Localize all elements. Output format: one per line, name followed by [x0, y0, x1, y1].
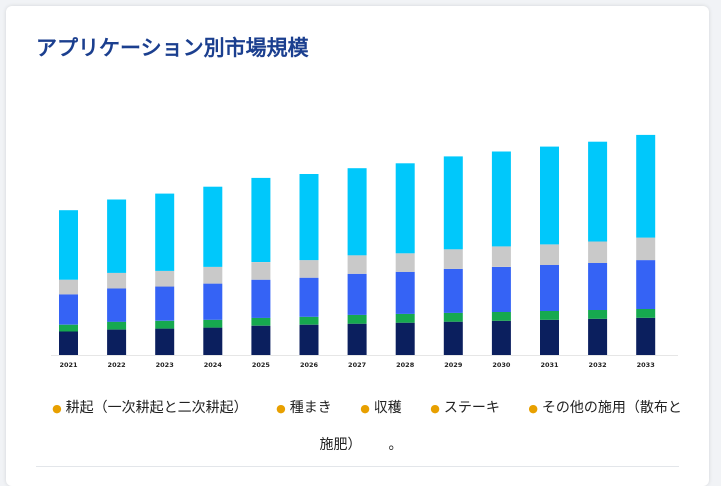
x-tick-label: 2031	[540, 361, 559, 369]
bar-segment-2027-s3	[347, 255, 367, 274]
legend-item-staking: ● ステーキ	[430, 400, 500, 416]
x-tick-label: 2028	[396, 361, 415, 369]
legend-bullet-icon: ●	[276, 402, 286, 415]
legend-bullet-icon: ●	[528, 402, 538, 415]
bar-segment-2023-s1	[155, 320, 175, 329]
legend-label: ステーキ	[443, 400, 500, 416]
bar-segment-2029-s2	[443, 268, 463, 313]
bar-segment-2032-s3	[588, 241, 608, 263]
bar-segment-2022-s3	[107, 272, 127, 289]
bar-segment-2032-s4	[588, 141, 608, 242]
legend-item-seeding: ● 種まき	[276, 400, 332, 416]
bar-segment-2025-s0	[251, 325, 271, 355]
bar-segment-2025-s1	[251, 317, 271, 326]
legend-bullet-icon: ●	[430, 402, 440, 415]
bar-segment-2033-s1	[636, 309, 656, 318]
bar-segment-2029-s4	[443, 156, 463, 250]
bar-segment-2026-s1	[299, 316, 319, 325]
bar-segment-2029-s0	[443, 321, 463, 355]
bar-segment-2024-s3	[203, 267, 223, 284]
bar-segment-2024-s0	[203, 327, 223, 355]
divider	[36, 466, 679, 467]
x-tick-label: 2025	[252, 361, 271, 369]
bar-segment-2031-s0	[540, 319, 559, 355]
bar-segment-2028-s1	[395, 313, 415, 323]
x-tick-label: 2027	[348, 361, 366, 369]
bar-segment-2021-s4	[59, 210, 78, 280]
x-tick-label: 2026	[300, 361, 319, 369]
x-tick-label: 2030	[492, 361, 511, 369]
stacked-bar-chart: 2021 2022 2023 2024 2025 2026 2027 2028 2029 2030…	[51, 134, 678, 369]
bar-segment-2030-s4	[491, 151, 511, 247]
bar-segment-2023-s3	[155, 270, 175, 287]
bar-segment-2030-s3	[491, 246, 511, 267]
bar-segment-2032-s1	[588, 310, 608, 319]
bar-segment-2029-s1	[443, 312, 463, 322]
bar-segment-2021-s2	[59, 294, 78, 325]
x-tick-label: 2032	[589, 361, 607, 369]
bar-segment-2024-s2	[203, 283, 223, 320]
bar-segment-2027-s2	[347, 273, 367, 315]
bar-segment-2021-s3	[59, 279, 78, 295]
bar-segment-2025-s3	[251, 262, 271, 280]
chart-legend: ● 耕起（一次耕起と二次耕起） ● 種まき ● 収穫 ● ステーキ ● その他の施用（散布…	[36, 390, 686, 463]
legend-label: 収穫	[373, 400, 402, 416]
bar-segment-2030-s2	[491, 267, 511, 312]
legend-label: 種まき	[289, 400, 332, 416]
bar-segment-2030-s1	[491, 312, 511, 321]
bar-segment-2024-s4	[203, 186, 223, 267]
bar-segment-2027-s0	[347, 323, 367, 355]
bar-segment-2022-s1	[107, 321, 127, 330]
x-tick-label: 2021	[59, 361, 78, 369]
bar-segment-2027-s1	[347, 314, 367, 324]
bar-segment-2033-s2	[636, 260, 656, 309]
bar-segment-2022-s2	[107, 288, 127, 322]
bar-segment-2026-s3	[299, 260, 319, 278]
bar-segment-2031-s1	[540, 311, 559, 320]
bar-segment-2026-s0	[299, 324, 319, 355]
chart-card: アプリケーション別市場規模 2021 2022 2023 2024 2025 2026 20…	[6, 6, 709, 486]
bar-segment-2025-s2	[251, 279, 271, 318]
bar-segment-2028-s0	[395, 322, 415, 355]
legend-item-other: ● その他の施用（散布と施肥）	[320, 400, 682, 453]
x-tick-label: 2023	[156, 361, 174, 369]
bar-segment-2028-s3	[395, 253, 415, 272]
x-tick-label: 2033	[637, 361, 655, 369]
bar-segment-2021-s1	[59, 324, 78, 332]
bar-segment-2027-s4	[347, 168, 367, 256]
x-tick-label: 2022	[108, 361, 126, 369]
bar-segment-2031-s4	[540, 146, 559, 245]
bar-segment-2022-s0	[107, 329, 127, 355]
legend-bullet-icon: ●	[52, 402, 62, 415]
bar-segment-2029-s3	[443, 249, 463, 269]
bar-segment-2024-s1	[203, 319, 223, 328]
legend-label: その他の施用（散布と施肥）	[319, 400, 682, 453]
bar-segment-2033-s3	[636, 237, 656, 261]
legend-bullet-icon: ●	[360, 402, 370, 415]
legend-suffix: 。	[388, 437, 403, 453]
bar-segment-2031-s2	[540, 265, 559, 311]
bar-segment-2026-s2	[299, 277, 319, 317]
bar-segment-2033-s4	[636, 134, 656, 238]
bar-segment-2028-s2	[395, 271, 415, 314]
bar-segment-2025-s4	[251, 177, 271, 262]
chart-title: アプリケーション別市場規模	[36, 36, 309, 60]
bar-segment-2028-s4	[395, 163, 415, 254]
bar-segment-2026-s4	[299, 174, 319, 261]
bar-segment-2021-s0	[59, 331, 78, 355]
legend-item-harvest: ● 収穫	[360, 400, 402, 416]
bar-segment-2033-s0	[636, 317, 656, 355]
bar-segment-2032-s2	[588, 263, 608, 310]
bar-segment-2023-s0	[155, 328, 175, 355]
bar-segment-2022-s4	[107, 199, 127, 273]
bar-segment-2023-s2	[155, 286, 175, 321]
bar-segment-2030-s0	[491, 320, 511, 355]
x-tick-label: 2029	[444, 361, 463, 369]
x-tick-label: 2024	[204, 361, 223, 369]
legend-item-tillage: ● 耕起（一次耕起と二次耕起）	[52, 400, 248, 416]
legend-label: 耕起（一次耕起と二次耕起）	[65, 400, 248, 416]
bar-segment-2032-s0	[588, 318, 608, 355]
bar-segment-2023-s4	[155, 193, 175, 271]
bar-segment-2031-s3	[540, 244, 559, 265]
